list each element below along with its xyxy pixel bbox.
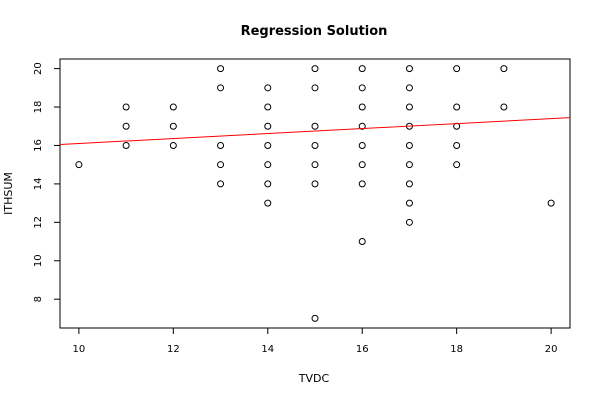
data-point bbox=[217, 141, 225, 149]
data-point bbox=[264, 141, 272, 149]
data-point bbox=[311, 180, 319, 188]
y-axis: 8 10 12 14 16 18 20 bbox=[33, 62, 60, 302]
data-point bbox=[358, 65, 366, 73]
data-point bbox=[169, 122, 177, 130]
data-point bbox=[217, 65, 225, 73]
data-point bbox=[264, 122, 272, 130]
data-point bbox=[358, 180, 366, 188]
data-point bbox=[311, 65, 319, 73]
y-tick-label: 8 bbox=[33, 296, 44, 302]
data-point bbox=[311, 122, 319, 130]
data-point bbox=[311, 314, 319, 322]
x-axis: 10 12 14 16 18 20 bbox=[73, 328, 558, 355]
data-point bbox=[217, 180, 225, 188]
data-point bbox=[311, 161, 319, 169]
data-point bbox=[453, 161, 461, 169]
data-point bbox=[264, 84, 272, 92]
data-points bbox=[75, 65, 555, 322]
y-tick-label: 10 bbox=[33, 254, 44, 267]
data-point bbox=[358, 84, 366, 92]
data-point bbox=[405, 84, 413, 92]
data-point bbox=[217, 84, 225, 92]
data-point bbox=[169, 103, 177, 111]
y-tick-label: 16 bbox=[33, 139, 44, 152]
data-point bbox=[405, 65, 413, 73]
data-point bbox=[453, 103, 461, 111]
x-tick-label: 16 bbox=[356, 344, 369, 355]
y-tick-label: 20 bbox=[33, 62, 44, 75]
data-point bbox=[453, 65, 461, 73]
data-point bbox=[264, 199, 272, 207]
data-point bbox=[405, 218, 413, 226]
data-point bbox=[405, 180, 413, 188]
chart-title: Regression Solution bbox=[241, 24, 388, 39]
regression-line bbox=[59, 117, 571, 146]
data-point bbox=[75, 161, 83, 169]
data-point bbox=[500, 65, 508, 73]
x-axis-label: TVDC bbox=[298, 372, 330, 385]
y-tick-label: 14 bbox=[33, 178, 44, 191]
data-point bbox=[500, 103, 508, 111]
x-tick-label: 14 bbox=[261, 344, 274, 355]
x-tick-label: 18 bbox=[450, 344, 463, 355]
data-point bbox=[358, 141, 366, 149]
data-point bbox=[264, 103, 272, 111]
data-point bbox=[358, 103, 366, 111]
y-axis-label: ITHSUM bbox=[2, 172, 15, 215]
data-point bbox=[311, 84, 319, 92]
data-point bbox=[453, 141, 461, 149]
data-point bbox=[217, 161, 225, 169]
data-point bbox=[547, 199, 555, 207]
data-point bbox=[405, 161, 413, 169]
data-point bbox=[405, 103, 413, 111]
data-point bbox=[405, 141, 413, 149]
x-tick-label: 12 bbox=[167, 344, 180, 355]
data-point bbox=[358, 238, 366, 246]
data-point bbox=[122, 122, 130, 130]
x-tick-label: 20 bbox=[545, 344, 558, 355]
x-tick-label: 10 bbox=[73, 344, 86, 355]
data-point bbox=[405, 199, 413, 207]
data-point bbox=[122, 141, 130, 149]
y-tick-label: 12 bbox=[33, 216, 44, 229]
data-point bbox=[264, 180, 272, 188]
data-point bbox=[169, 141, 177, 149]
data-point bbox=[358, 161, 366, 169]
y-tick-label: 18 bbox=[33, 101, 44, 114]
plot-frame bbox=[59, 58, 571, 329]
data-point bbox=[122, 103, 130, 111]
data-point bbox=[358, 122, 366, 130]
data-point bbox=[264, 161, 272, 169]
data-point bbox=[311, 141, 319, 149]
